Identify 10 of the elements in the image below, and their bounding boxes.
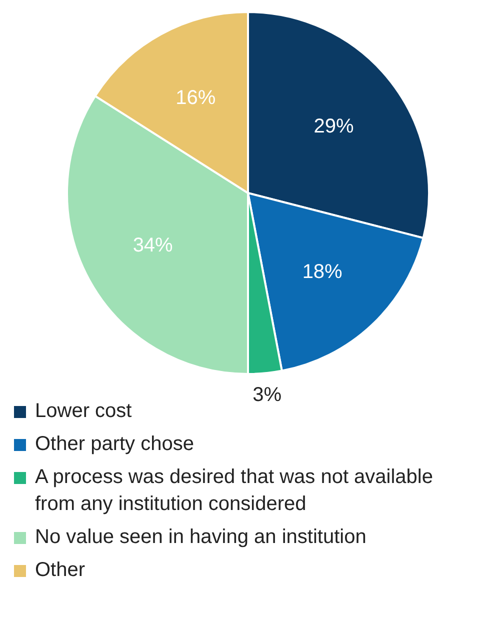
data-label: 18% (302, 261, 343, 284)
legend-label: A process was desired that was not available from any institution considered (35, 465, 434, 517)
legend-label: Other party chose (35, 432, 194, 457)
data-label: 34% (132, 234, 174, 256)
legend-label: Lower cost (35, 399, 132, 424)
legend-label: Other (35, 558, 86, 583)
data-label: 16% (176, 86, 216, 109)
legend-label: No value seen in having an institution (35, 525, 366, 550)
data-label: 29% (314, 115, 354, 138)
data-label: 3% (252, 384, 282, 406)
